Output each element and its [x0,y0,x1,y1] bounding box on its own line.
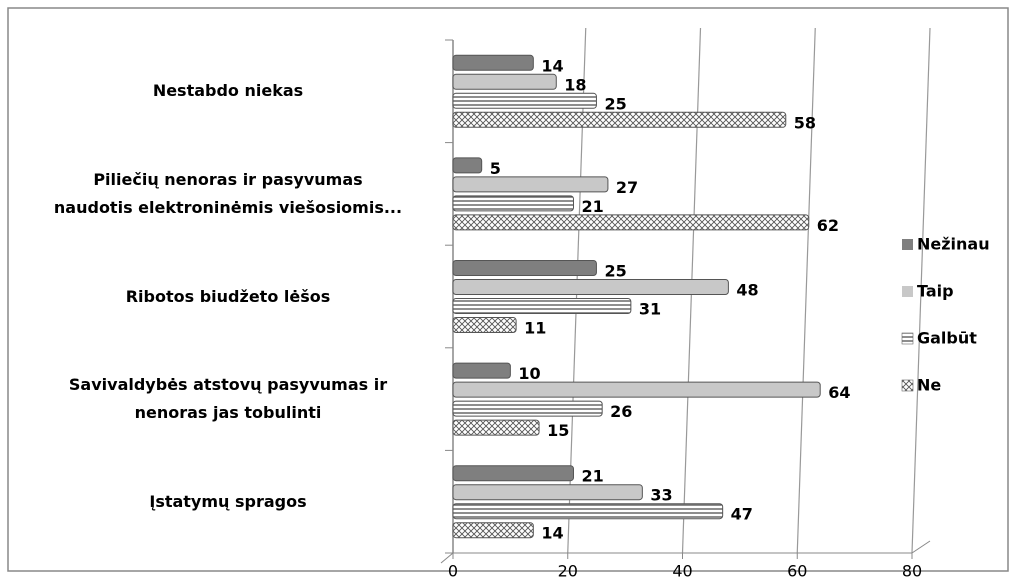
bar [452,465,574,482]
data-label: 21 [581,467,603,486]
data-label: 26 [610,402,632,421]
bar [452,157,483,174]
x-tick-label: 80 [902,562,922,579]
bar [452,111,787,128]
bar [452,522,534,539]
category-label: Ribotos biudžeto lėšos [125,286,331,306]
legend-label: Nežinau [917,235,990,254]
bar [452,92,597,109]
x-tick-label: 20 [558,562,578,579]
bar [452,381,821,398]
bar [452,317,517,333]
legend-label: Galbūt [917,329,977,348]
bar [452,73,557,90]
x-tick-label: 60 [787,562,807,579]
data-label: 48 [736,281,758,300]
data-label: 25 [604,262,626,281]
data-label: 64 [828,383,850,402]
data-label: 15 [547,421,569,440]
data-label: 33 [650,486,672,505]
data-label: 11 [524,319,546,338]
legend-swatch [901,379,914,392]
legend-label: Ne [917,376,941,395]
data-label: 58 [794,113,816,132]
bar [452,400,603,417]
legend-swatch [902,239,913,250]
category-label: Nestabdo niekas [152,81,304,101]
x-tick-label: 0 [448,562,458,579]
data-label: 18 [564,75,586,94]
bar [452,214,810,231]
legend-swatch [901,332,914,345]
category-label: Savivaldybės atstovų pasyvumas ir nenora… [68,375,388,423]
x-tick-label: 40 [672,562,692,579]
data-label: 62 [817,216,839,235]
category-label: Įstatymų spragos [149,491,307,511]
data-label: 14 [541,524,563,543]
data-label: 14 [541,56,563,75]
data-label: 25 [604,94,626,113]
legend-swatch [902,286,913,297]
x-axis-depth [911,540,931,554]
legend-label: Taip [917,282,954,301]
bar [452,279,729,295]
data-label: 21 [581,197,603,216]
grid-line [796,27,816,554]
bar [452,176,609,193]
bar [452,260,597,276]
data-label: 27 [616,178,638,197]
category-label: Piliečių nenoras ir pasyvumas naudotis e… [53,169,403,217]
bar [452,503,724,520]
bar [452,298,632,314]
data-label: 47 [731,505,753,524]
bar [452,195,574,212]
bar [452,419,540,436]
chart-border [7,7,1009,572]
bar [452,484,643,501]
data-label: 10 [518,364,540,383]
y-axis-depth [440,552,454,564]
data-label: 5 [490,159,501,178]
bar [452,362,511,379]
data-label: 31 [639,300,661,319]
grid-line [911,27,931,554]
bar [452,54,534,71]
